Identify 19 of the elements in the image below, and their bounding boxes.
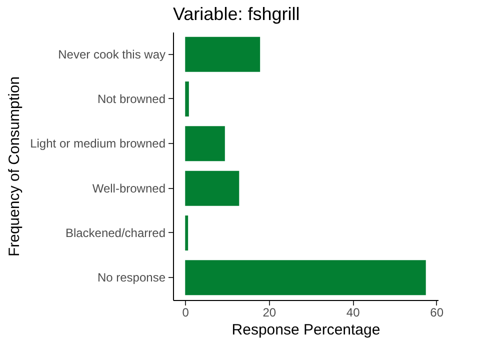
x-tick-label: 0: [182, 306, 190, 320]
bar: [185, 260, 426, 296]
x-tick-label: 20: [262, 306, 276, 320]
x-tick-label: 60: [430, 306, 444, 320]
y-tick-label: Never cook this way: [58, 47, 166, 62]
bar: [185, 126, 225, 162]
y-tick-label: Well-browned: [92, 181, 166, 196]
bar: [185, 82, 189, 116]
x-axis-title: Response Percentage: [232, 322, 380, 338]
bar: [185, 170, 240, 206]
chart-title: Variable: fshgrill: [173, 4, 300, 24]
y-tick-label: Blackened/charred: [65, 226, 166, 240]
y-axis-title: Frequency of Consumption: [6, 76, 24, 257]
x-tick-label: 40: [346, 306, 360, 320]
y-tick-label: Not browned: [97, 92, 166, 106]
y-tick-label: Light or medium browned: [30, 136, 166, 151]
bar: [185, 36, 260, 72]
bar: [185, 216, 188, 250]
y-tick-label: No response: [97, 270, 166, 285]
